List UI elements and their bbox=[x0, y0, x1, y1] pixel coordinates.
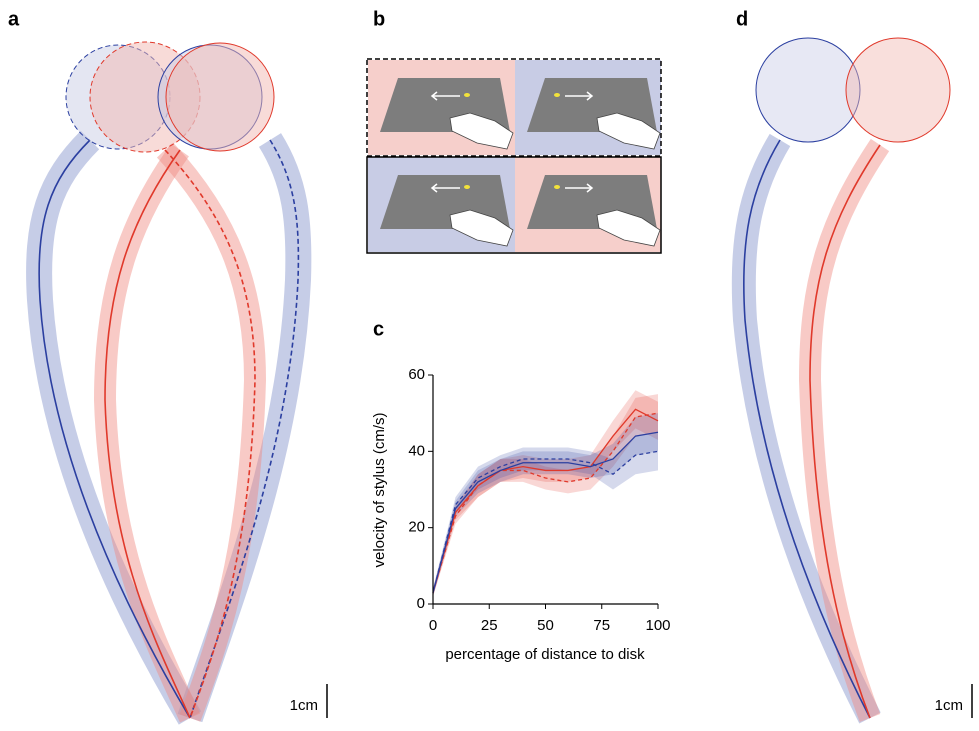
arrow bbox=[565, 183, 594, 193]
arrow bbox=[565, 91, 594, 101]
target bbox=[554, 93, 560, 97]
x-tick-label: 25 bbox=[481, 617, 498, 634]
hand bbox=[449, 112, 514, 150]
x-tick-label: 100 bbox=[645, 617, 670, 634]
disk bbox=[845, 37, 951, 143]
hand bbox=[596, 112, 661, 150]
x-tick-label: 0 bbox=[429, 617, 437, 634]
y-axis-label: velocity of stylus (cm/s) bbox=[371, 412, 388, 567]
x-axis-label: percentage of distance to disk bbox=[445, 646, 645, 663]
panel-label: d bbox=[736, 8, 748, 30]
frame bbox=[366, 156, 662, 254]
disk bbox=[165, 42, 275, 152]
y-tick-label: 40 bbox=[408, 442, 425, 459]
error-band bbox=[433, 413, 658, 597]
y-tick-label: 0 bbox=[417, 595, 425, 612]
target bbox=[464, 185, 470, 189]
panel-label: c bbox=[373, 318, 384, 340]
panel-label: a bbox=[8, 8, 20, 30]
error-band bbox=[433, 390, 658, 597]
error-band bbox=[433, 432, 658, 597]
trajectory bbox=[104, 149, 191, 719]
scale-label: 1cm bbox=[290, 697, 318, 714]
series-line bbox=[432, 412, 659, 593]
panel-a bbox=[26, 41, 328, 725]
scale-label: 1cm bbox=[935, 697, 963, 714]
arrow bbox=[430, 91, 460, 101]
trajectory bbox=[38, 139, 191, 719]
disk bbox=[755, 37, 861, 143]
x-tick-label: 50 bbox=[537, 617, 554, 634]
x-tick-label: 75 bbox=[593, 617, 610, 634]
target bbox=[554, 185, 560, 189]
trajectory bbox=[809, 144, 881, 719]
panel-label: b bbox=[373, 8, 385, 30]
frame bbox=[366, 58, 662, 157]
trajectory bbox=[164, 149, 256, 719]
target bbox=[464, 93, 470, 97]
panel-b bbox=[366, 58, 662, 254]
y-tick-label: 60 bbox=[408, 366, 425, 383]
trajectory-band bbox=[156, 142, 267, 722]
error-band bbox=[433, 394, 658, 597]
hand bbox=[596, 209, 661, 247]
series-line bbox=[432, 431, 659, 593]
trajectory-band bbox=[93, 143, 201, 723]
trajectory bbox=[742, 139, 871, 719]
trajectory bbox=[189, 139, 300, 719]
series-line bbox=[432, 450, 659, 593]
panel-d bbox=[731, 37, 973, 724]
hand bbox=[449, 209, 514, 247]
arrow bbox=[430, 183, 460, 193]
y-tick-label: 20 bbox=[408, 519, 425, 536]
series-line bbox=[432, 408, 659, 593]
